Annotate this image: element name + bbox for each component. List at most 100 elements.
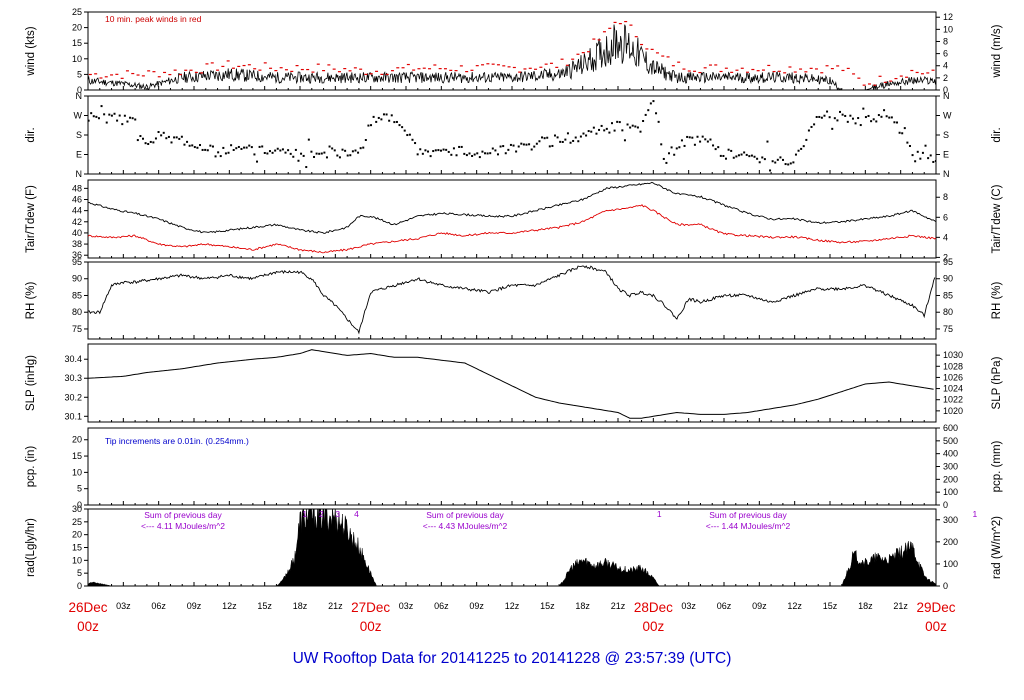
y-axis-label: SLP (inHg) — [25, 355, 37, 411]
plot-area — [88, 100, 936, 172]
x-hour-label: 18z — [575, 601, 590, 611]
direction-point — [473, 153, 476, 156]
panel-dir — [84, 95, 940, 175]
direction-point — [932, 160, 935, 163]
direction-point — [287, 149, 290, 152]
y-tick-label-right: 500 — [943, 436, 958, 446]
y-axis-label-right: Tair/Tdew (C) — [991, 184, 1003, 253]
direction-point — [230, 144, 233, 147]
direction-point — [538, 140, 541, 143]
direction-point — [398, 124, 401, 127]
x-hour-label: 06z — [717, 601, 732, 611]
direction-point — [320, 152, 323, 155]
direction-point — [621, 129, 624, 132]
direction-point — [455, 154, 458, 157]
direction-point — [927, 157, 930, 160]
rad-sum-label: Sum of previous day — [709, 510, 787, 520]
y-tick-label: 20 — [72, 23, 82, 33]
direction-point — [121, 123, 124, 126]
y-axis-label-right: SLP (hPa) — [991, 356, 1003, 409]
y-tick-label: 85 — [72, 290, 82, 300]
direction-point — [300, 152, 303, 155]
direction-point — [590, 130, 593, 133]
y-tick-label-right: 0 — [943, 500, 948, 510]
direction-point — [237, 145, 240, 148]
direction-point — [401, 126, 404, 129]
plot-area — [88, 349, 934, 419]
rad-marker: 3 — [335, 509, 340, 519]
direction-point — [709, 138, 712, 141]
direction-point — [403, 129, 406, 132]
direction-point — [139, 135, 142, 138]
y-tick-label: 42 — [72, 217, 82, 227]
direction-point — [745, 153, 748, 156]
direction-point — [559, 140, 562, 143]
direction-point — [507, 148, 510, 151]
y-axis-label: dir. — [25, 127, 37, 142]
direction-point — [890, 116, 893, 119]
panel-rh — [84, 261, 940, 340]
direction-point — [245, 146, 248, 149]
direction-point — [113, 112, 116, 115]
direction-point — [851, 117, 854, 120]
direction-point — [445, 148, 448, 151]
direction-point — [419, 148, 422, 151]
x-hour-label: 21z — [893, 601, 908, 611]
direction-point — [393, 121, 396, 124]
direction-point — [97, 117, 100, 120]
direction-point — [782, 158, 785, 161]
direction-point — [642, 120, 645, 123]
direction-point — [206, 149, 209, 152]
direction-point — [826, 110, 829, 113]
direction-point — [732, 156, 735, 159]
direction-point — [390, 114, 393, 117]
direction-point — [880, 115, 883, 118]
direction-point — [870, 120, 873, 123]
x-hour-label: 18z — [858, 601, 873, 611]
direction-point — [209, 144, 212, 147]
direction-point — [217, 151, 220, 154]
x-hour-label: 09z — [752, 601, 767, 611]
x-hour-label: 15z — [257, 601, 272, 611]
y-axis-label: RH (%) — [25, 281, 37, 319]
direction-point — [123, 114, 126, 117]
direction-point — [333, 149, 336, 152]
direction-point — [579, 135, 582, 138]
y-tick-label-right: 200 — [943, 537, 958, 547]
direction-point — [585, 134, 588, 137]
direction-point — [219, 155, 222, 158]
y-tick-label-right: 300 — [943, 515, 958, 525]
direction-point — [896, 121, 899, 124]
direction-point — [509, 143, 512, 146]
direction-point — [515, 150, 518, 153]
direction-point — [336, 154, 339, 157]
direction-point — [719, 154, 722, 157]
direction-point — [520, 142, 523, 145]
direction-point — [349, 154, 352, 157]
direction-point — [735, 155, 738, 158]
direction-point — [647, 109, 650, 112]
y-tick-label-right: 4 — [943, 61, 948, 71]
y-tick-label-right: 100 — [943, 559, 958, 569]
direction-point — [276, 147, 279, 150]
direction-point — [341, 148, 344, 151]
direction-point — [543, 137, 546, 140]
y-tick-label-right: 6 — [943, 49, 948, 59]
direction-point — [577, 140, 580, 143]
direction-point — [758, 161, 761, 164]
direction-point — [261, 145, 264, 148]
direction-point — [370, 124, 373, 127]
direction-point — [313, 155, 316, 158]
direction-point — [367, 124, 370, 127]
direction-point — [248, 144, 251, 147]
y-tick-label-right: 0 — [943, 85, 948, 95]
direction-point — [921, 151, 924, 154]
y-tick-label-right: 2 — [943, 73, 948, 83]
direction-point — [662, 157, 665, 160]
direction-point — [432, 150, 435, 153]
direction-point — [859, 124, 862, 127]
y-tick-label-right: 400 — [943, 449, 958, 459]
direction-point — [883, 109, 886, 112]
direction-point — [564, 138, 567, 141]
